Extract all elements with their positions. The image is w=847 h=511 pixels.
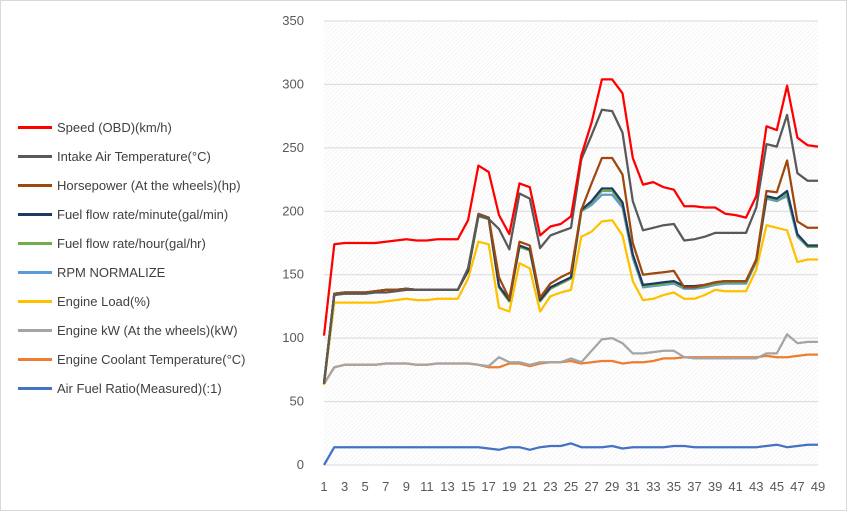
x-tick-label: 21	[523, 479, 537, 494]
legend-swatch	[18, 300, 52, 303]
x-tick-label: 43	[749, 479, 763, 494]
legend-swatch	[18, 155, 52, 158]
legend-label: Horsepower (At the wheels)(hp)	[57, 178, 241, 193]
legend-label: Engine Coolant Temperature(°C)	[57, 352, 246, 367]
plot-area	[324, 21, 818, 465]
y-tick-label: 250	[282, 140, 304, 155]
x-axis-ticks: 1 3 5 7 9 11 13 15 17 19 21 23 25 27 29 31 33 35 37 39 41 43 4…	[320, 479, 825, 494]
x-tick-label: 9	[403, 479, 410, 494]
y-tick-label: 50	[290, 394, 304, 409]
legend-item: Fuel flow rate/minute(gal/min)	[18, 200, 298, 229]
legend-label: Speed (OBD)(km/h)	[57, 120, 172, 135]
x-tick-label: 3	[341, 479, 348, 494]
x-tick-label: 29	[605, 479, 619, 494]
y-tick-label: 200	[282, 203, 304, 218]
legend-swatch	[18, 126, 52, 129]
legend-swatch	[18, 387, 52, 390]
series-line-6	[322, 219, 818, 386]
series-lines	[322, 78, 819, 466]
x-tick-label: 37	[687, 479, 701, 494]
gridlines	[324, 20, 818, 466]
legend-label: RPM NORMALIZE	[57, 265, 166, 280]
x-tick-label: 23	[543, 479, 557, 494]
x-tick-label: 25	[564, 479, 578, 494]
legend-label: Fuel flow rate/minute(gal/min)	[57, 207, 229, 222]
legend-swatch	[18, 329, 52, 332]
x-tick-label: 17	[481, 479, 495, 494]
x-tick-label: 47	[790, 479, 804, 494]
legend-item: Intake Air Temperature(°C)	[18, 142, 298, 171]
legend-label: Intake Air Temperature(°C)	[57, 149, 211, 164]
y-axis-ticks: 0 50 100 150 200 250 300 350	[282, 13, 304, 472]
legend-item: Fuel flow rate/hour(gal/hr)	[18, 229, 298, 258]
legend-label: Fuel flow rate/hour(gal/hr)	[57, 236, 206, 251]
legend-item: Engine Load(%)	[18, 287, 298, 316]
series-line-7	[323, 333, 818, 385]
legend-swatch	[18, 358, 52, 361]
x-tick-label: 15	[461, 479, 475, 494]
legend-label: Air Fuel Ratio(Measured)(:1)	[57, 381, 222, 396]
legend-swatch	[18, 213, 52, 216]
x-tick-label: 7	[382, 479, 389, 494]
legend: Speed (OBD)(km/h) Intake Air Temperature(…	[18, 113, 298, 403]
x-tick-label: 45	[770, 479, 784, 494]
legend-item: Engine kW (At the wheels)(kW)	[18, 316, 298, 345]
legend-item: Speed (OBD)(km/h)	[18, 113, 298, 142]
legend-swatch	[18, 184, 52, 187]
x-tick-label: 41	[728, 479, 742, 494]
y-tick-label: 150	[282, 267, 304, 282]
y-tick-label: 0	[297, 457, 304, 472]
x-tick-label: 33	[646, 479, 660, 494]
legend-swatch	[18, 271, 52, 274]
legend-label: Engine Load(%)	[57, 294, 151, 309]
x-tick-label: 35	[667, 479, 681, 494]
x-tick-label: 19	[502, 479, 516, 494]
y-tick-label: 350	[282, 13, 304, 28]
x-tick-label: 5	[362, 479, 369, 494]
legend-label: Engine kW (At the wheels)(kW)	[57, 323, 238, 338]
legend-item: Air Fuel Ratio(Measured)(:1)	[18, 374, 298, 403]
x-tick-label: 49	[811, 479, 825, 494]
x-tick-label: 1	[320, 479, 327, 494]
x-tick-label: 31	[626, 479, 640, 494]
y-tick-label: 300	[282, 76, 304, 91]
legend-item: RPM NORMALIZE	[18, 258, 298, 287]
x-tick-label: 27	[584, 479, 598, 494]
x-tick-label: 39	[708, 479, 722, 494]
series-line-2	[322, 156, 818, 384]
legend-item: Horsepower (At the wheels)(hp)	[18, 171, 298, 200]
series-line-1	[322, 108, 818, 383]
series-line-0	[322, 78, 819, 336]
y-tick-label: 100	[282, 330, 304, 345]
legend-item: Engine Coolant Temperature(°C)	[18, 345, 298, 374]
series-line-9	[323, 442, 818, 466]
legend-swatch	[18, 242, 52, 245]
x-tick-label: 11	[420, 479, 434, 494]
x-tick-label: 13	[440, 479, 454, 494]
